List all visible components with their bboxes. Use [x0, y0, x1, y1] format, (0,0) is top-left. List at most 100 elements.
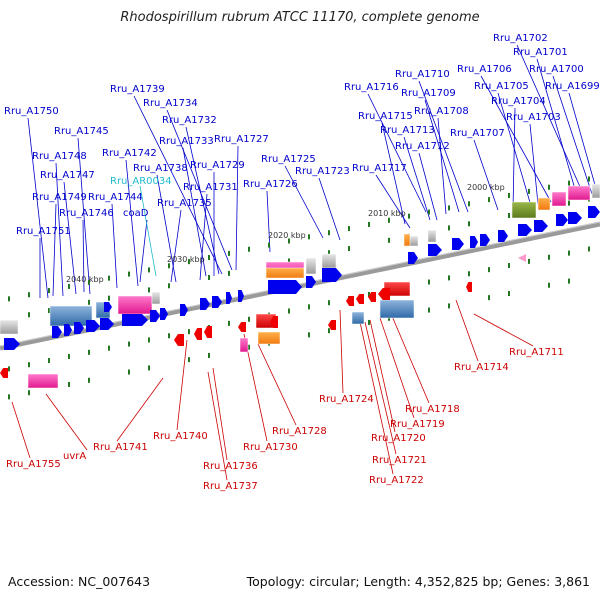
gene-label-rru-a1748[interactable]: Rru_A1748	[32, 151, 87, 162]
feature-block[interactable]	[0, 319, 19, 335]
gene-label-rru-a1737[interactable]: Rru_A1737	[203, 481, 258, 492]
gene-label-rru-a1716[interactable]: Rru_A1716	[344, 82, 399, 93]
gene-label-rru-a1706[interactable]: Rru_A1706	[457, 64, 512, 75]
gene-label-rru-a1702[interactable]: Rru_A1702	[493, 33, 548, 44]
feature-block[interactable]	[27, 373, 59, 389]
forward-gene-arrow[interactable]	[268, 280, 302, 294]
forward-gene-arrow[interactable]	[556, 214, 568, 226]
reverse-gene-arrow[interactable]	[466, 282, 472, 292]
reverse-gene-arrow[interactable]	[194, 328, 202, 340]
forward-gene-arrow[interactable]	[498, 230, 508, 242]
forward-gene-arrow[interactable]	[322, 268, 342, 282]
forward-gene-arrow[interactable]	[480, 234, 490, 246]
gene-label-rru-a1749[interactable]: Rru_A1749	[32, 192, 87, 203]
gene-label-rru-a1715[interactable]: Rru_A1715	[358, 111, 413, 122]
feature-block[interactable]	[265, 267, 305, 279]
forward-gene-arrow[interactable]	[104, 302, 112, 312]
gene-label-rru-a1740[interactable]: Rru_A1740	[153, 431, 208, 442]
forward-gene-arrow[interactable]	[200, 298, 210, 310]
gene-label-rru-a1745[interactable]: Rru_A1745	[54, 126, 109, 137]
forward-gene-arrow[interactable]	[568, 212, 582, 224]
gene-label-rru-a1742[interactable]: Rru_A1742	[102, 148, 157, 159]
feature-block[interactable]	[49, 305, 93, 327]
gene-label-rru-a1709[interactable]: Rru_A1709	[401, 88, 456, 99]
forward-gene-arrow[interactable]	[212, 296, 222, 308]
forward-gene-arrow[interactable]	[100, 318, 114, 330]
reverse-gene-arrow[interactable]	[204, 326, 212, 338]
gene-label-rru-ar0034[interactable]: Rru_AR0034	[110, 176, 172, 187]
feature-block[interactable]	[151, 291, 161, 305]
reverse-gene-arrow[interactable]	[238, 322, 246, 332]
reverse-gene-arrow[interactable]	[518, 254, 526, 262]
gene-label-rru-a1703[interactable]: Rru_A1703	[506, 112, 561, 123]
forward-gene-arrow[interactable]	[408, 252, 418, 264]
gene-label-rru-a1699[interactable]: Rru_A1699	[545, 81, 600, 92]
forward-gene-arrow[interactable]	[160, 308, 168, 320]
feature-block[interactable]	[117, 295, 153, 315]
gene-label-rru-a1729[interactable]: Rru_A1729	[190, 160, 245, 171]
gene-label-rru-a1741[interactable]: Rru_A1741	[93, 442, 148, 453]
gene-label-rru-a1726[interactable]: Rru_A1726	[243, 179, 298, 190]
forward-gene-arrow[interactable]	[470, 236, 478, 248]
gene-label-rru-a1736[interactable]: Rru_A1736	[203, 461, 258, 472]
gene-label-rru-a1724[interactable]: Rru_A1724	[319, 394, 374, 405]
gene-label-rru-a1707[interactable]: Rru_A1707	[450, 128, 505, 139]
feature-block[interactable]	[567, 185, 591, 201]
gene-label-rru-a1735[interactable]: Rru_A1735	[157, 198, 212, 209]
gene-label-rru-a1750[interactable]: Rru_A1750	[4, 106, 59, 117]
reverse-gene-arrow[interactable]	[368, 292, 376, 302]
forward-gene-arrow[interactable]	[74, 322, 84, 334]
gene-label-rru-a1746[interactable]: Rru_A1746	[59, 208, 114, 219]
feature-block[interactable]	[511, 201, 537, 219]
gene-label-rru-a1734[interactable]: Rru_A1734	[143, 98, 198, 109]
gene-label-rru-a1723[interactable]: Rru_A1723	[295, 166, 350, 177]
feature-block[interactable]	[537, 197, 551, 211]
forward-gene-arrow[interactable]	[180, 304, 188, 316]
reverse-gene-arrow[interactable]	[0, 368, 8, 378]
gene-label-rru-a1727[interactable]: Rru_A1727	[214, 134, 269, 145]
forward-gene-arrow[interactable]	[86, 320, 100, 332]
gene-label-rru-a1731[interactable]: Rru_A1731	[183, 182, 238, 193]
gene-label-rru-a1708[interactable]: Rru_A1708	[414, 106, 469, 117]
feature-block[interactable]	[257, 331, 281, 345]
reverse-gene-arrow[interactable]	[356, 294, 364, 304]
gene-label-rru-a1721[interactable]: Rru_A1721	[372, 455, 427, 466]
gene-label-rru-a1728[interactable]: Rru_A1728	[272, 426, 327, 437]
feature-block[interactable]	[239, 337, 249, 353]
gene-label-rru-a1747[interactable]: Rru_A1747	[40, 170, 95, 181]
gene-label-rru-a1739[interactable]: Rru_A1739	[110, 84, 165, 95]
gene-label-coad[interactable]: coaD	[123, 208, 149, 219]
feature-block[interactable]	[551, 191, 567, 207]
forward-gene-arrow[interactable]	[52, 326, 62, 338]
forward-gene-arrow[interactable]	[452, 238, 464, 250]
gene-label-rru-a1712[interactable]: Rru_A1712	[395, 141, 450, 152]
feature-block[interactable]	[351, 311, 365, 325]
feature-block[interactable]	[403, 233, 411, 247]
feature-block[interactable]	[427, 229, 437, 243]
forward-gene-arrow[interactable]	[4, 338, 20, 350]
feature-block[interactable]	[591, 183, 600, 199]
gene-label-rru-a1710[interactable]: Rru_A1710	[395, 69, 450, 80]
forward-gene-arrow[interactable]	[428, 244, 442, 256]
gene-label-rru-a1704[interactable]: Rru_A1704	[491, 96, 546, 107]
gene-label-rru-a1718[interactable]: Rru_A1718	[405, 404, 460, 415]
gene-label-rru-a1700[interactable]: Rru_A1700	[529, 64, 584, 75]
gene-label-rru-a1725[interactable]: Rru_A1725	[261, 154, 316, 165]
forward-gene-arrow[interactable]	[226, 292, 232, 304]
reverse-gene-arrow[interactable]	[346, 296, 354, 306]
gene-label-rru-a1730[interactable]: Rru_A1730	[243, 442, 298, 453]
forward-gene-arrow[interactable]	[64, 324, 72, 336]
gene-label-rru-a1720[interactable]: Rru_A1720	[371, 433, 426, 444]
forward-gene-arrow[interactable]	[518, 224, 532, 236]
feature-block[interactable]	[379, 299, 415, 319]
gene-label-rru-a1722[interactable]: Rru_A1722	[369, 475, 424, 486]
feature-block[interactable]	[321, 253, 337, 269]
gene-label-rru-a1713[interactable]: Rru_A1713	[380, 125, 435, 136]
gene-label-rru-a1732[interactable]: Rru_A1732	[162, 115, 217, 126]
reverse-gene-arrow[interactable]	[174, 334, 184, 346]
gene-label-rru-a1733[interactable]: Rru_A1733	[159, 136, 214, 147]
forward-gene-arrow[interactable]	[238, 290, 244, 302]
gene-label-rru-a1701[interactable]: Rru_A1701	[513, 47, 568, 58]
forward-gene-arrow[interactable]	[588, 206, 600, 218]
reverse-gene-arrow[interactable]	[270, 316, 278, 328]
